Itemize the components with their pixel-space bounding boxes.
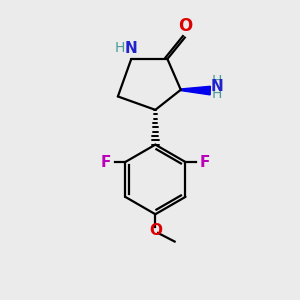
Text: F: F [101, 154, 111, 169]
Text: N: N [125, 41, 138, 56]
Text: H: H [212, 74, 222, 88]
Text: F: F [200, 154, 210, 169]
Text: O: O [149, 223, 162, 238]
Text: O: O [178, 17, 193, 35]
Text: N: N [211, 79, 224, 94]
Polygon shape [181, 86, 210, 95]
Text: H: H [115, 41, 125, 55]
Text: H: H [212, 87, 222, 101]
